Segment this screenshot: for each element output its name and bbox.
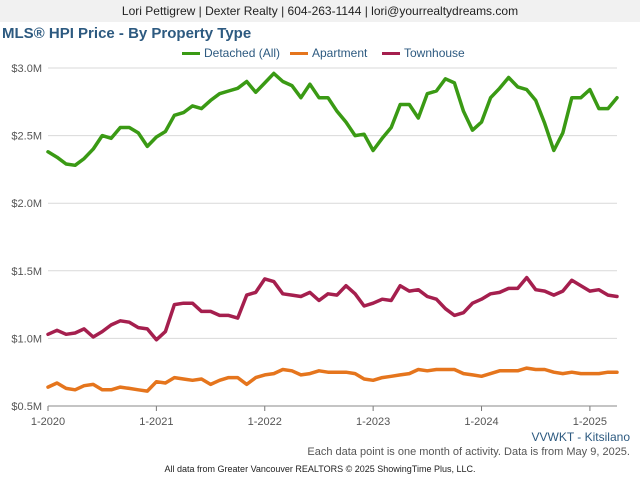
apartment-line — [46, 366, 619, 393]
legend-item-townhouse: Townhouse — [382, 46, 465, 60]
data-note: Each data point is one month of activity… — [307, 446, 630, 458]
y-tick-label: $2.5M — [11, 131, 42, 143]
x-tick-label: 1-2020 — [31, 416, 65, 428]
footer-credit: All data from Greater Vancouver REALTORS… — [164, 464, 476, 474]
x-tick-label: 1-2023 — [356, 416, 390, 428]
legend-label-townhouse: Townhouse — [404, 46, 465, 60]
legend-item-detached: Detached (All) — [182, 46, 280, 60]
legend-label-detached: Detached (All) — [204, 46, 281, 60]
detached-line — [46, 71, 619, 168]
legend-label-apartment: Apartment — [312, 46, 368, 60]
legend-item-apartment: Apartment — [290, 46, 367, 60]
y-tick-label: $3.0M — [11, 63, 42, 75]
chart-title: MLS® HPI Price - By Property Type — [2, 25, 252, 42]
x-tick-label: 1-2025 — [573, 416, 607, 428]
x-tick-label: 1-2022 — [248, 416, 282, 428]
townhouse-line — [46, 275, 619, 342]
area-label: VVWKT - Kitsilano — [531, 430, 630, 444]
x-tick-label: 1-2021 — [139, 416, 173, 428]
y-tick-label: $2.0M — [11, 198, 42, 210]
y-tick-label: $1.5M — [11, 266, 42, 278]
legend-swatch-detached — [182, 52, 200, 56]
y-tick-label: $0.5M — [11, 401, 42, 413]
line-chart: $0.5M $1.0M $1.5M $2.0M $2.5M $3.0M 1-2020 1-20… — [11, 63, 619, 428]
x-tick-label: 1-2024 — [464, 416, 498, 428]
y-tick-label: $1.0M — [11, 333, 42, 345]
header-bar: Lori Pettigrew | Dexter Realty | 604-263… — [0, 0, 640, 22]
header-contact-text: Lori Pettigrew | Dexter Realty | 604-263… — [121, 4, 519, 18]
legend-swatch-apartment — [290, 52, 308, 56]
legend-swatch-townhouse — [382, 52, 400, 56]
